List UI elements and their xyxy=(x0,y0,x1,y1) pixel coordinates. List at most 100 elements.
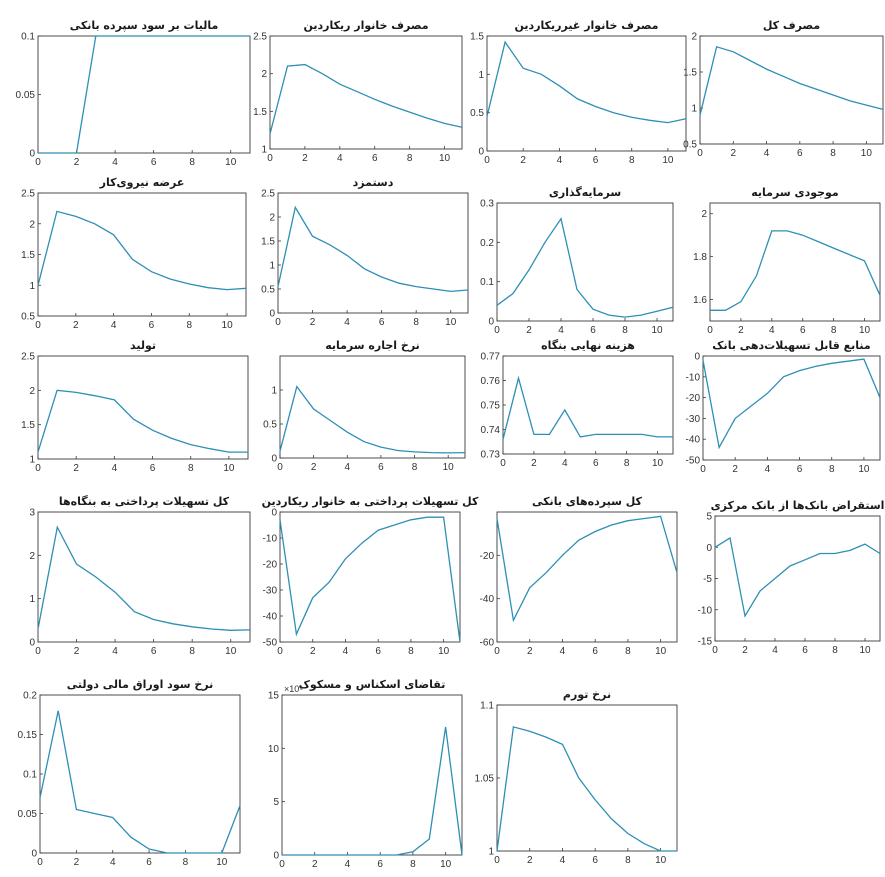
subplot-title: منابع قابل تسهیلات‌دهی بانک xyxy=(712,339,870,352)
y-tick-label: -10 xyxy=(263,534,278,545)
x-tick-label: 4 xyxy=(772,645,778,656)
x-tick-label: 4 xyxy=(337,153,343,164)
response-line xyxy=(37,389,248,453)
x-tick-label: 4 xyxy=(111,320,117,331)
y-tick-label: 1.5 xyxy=(470,32,484,43)
subplot-title: مصرف خانوار ریکاردین xyxy=(303,19,428,32)
y-tick-label: 0.2 xyxy=(480,238,494,249)
y-tick-label: 3 xyxy=(29,508,35,519)
plot-frame xyxy=(702,355,881,461)
subplot-title: نرخ تورم xyxy=(563,688,611,701)
x-tick-label: 2 xyxy=(310,317,316,328)
subplot-9: تولید 0 2 4 6 8 10 1 1.5 2 2.5 xyxy=(21,339,249,474)
plot-frame xyxy=(281,694,463,856)
y-tick-label: -20 xyxy=(686,393,701,404)
response-line xyxy=(269,63,463,135)
y-tick-label: 2.5 xyxy=(21,352,35,363)
x-tick-label: 0 xyxy=(494,646,500,657)
x-tick-label: 0 xyxy=(494,325,500,336)
y-tick-label: 15 xyxy=(268,691,280,702)
x-tick-label: 10 xyxy=(440,859,452,870)
y-tick-label: 0.3 xyxy=(480,199,494,210)
plot-frame xyxy=(269,35,463,150)
subplot-18: تقاضای اسکناس و مسکوک×10⁴ 0 2 4 6 8 10 0 5 10 15 xyxy=(268,678,463,870)
y-tick-label: 0.76 xyxy=(481,376,501,387)
subplot-8: موجودی سرمایه 0 2 4 6 8 10 1.6 1.8 2 xyxy=(693,186,881,336)
x-tick-label: 0 xyxy=(35,463,41,474)
x-tick-label: 6 xyxy=(797,464,803,475)
plot-frame xyxy=(37,35,251,154)
x-tick-label: 10 xyxy=(223,463,235,474)
y-tick-label: 1.5 xyxy=(21,420,35,431)
x-tick-label: 8 xyxy=(407,153,413,164)
y-tick-label: 1 xyxy=(261,145,267,156)
x-tick-label: 10 xyxy=(225,157,237,168)
y-tick-label: -40 xyxy=(263,612,278,623)
y-tick-label: 1 xyxy=(478,70,484,81)
x-tick-label: 2 xyxy=(526,325,532,336)
x-tick-label: 0 xyxy=(277,646,283,657)
response-line xyxy=(39,710,241,854)
x-tick-label: 2 xyxy=(74,157,80,168)
y-tick-label: 0.74 xyxy=(481,425,501,436)
subplot-title: تقاضای اسکناس و مسکوک xyxy=(299,678,446,691)
x-tick-label: 6 xyxy=(150,463,156,474)
x-tick-label: 10 xyxy=(438,646,450,657)
x-tick-label: 0 xyxy=(697,148,703,159)
y-tick-label: 1.8 xyxy=(693,252,707,263)
y-tick-label: 10 xyxy=(268,744,280,755)
subplot-17: نرخ سود اوراق مالی دولتی 0 2 4 6 8 10 0 0.05 0.1 0… xyxy=(18,678,241,868)
y-tick-label: 1 xyxy=(269,261,275,272)
subplot-title: کل تسهیلات پرداختی به خانوار ریکاردین xyxy=(262,495,479,508)
y-tick-label: 1.6 xyxy=(693,295,707,306)
plot-frame xyxy=(279,355,466,459)
x-tick-label: 0 xyxy=(267,153,273,164)
x-tick-label: 6 xyxy=(797,148,803,159)
plot-frame xyxy=(277,192,469,314)
y-tick-label: 0.5 xyxy=(261,285,275,296)
y-tick-label: 1.5 xyxy=(683,68,697,79)
subplot-11: هزینه نهایی بنگاه 0 2 4 6 8 10 0.73 0.74 0.75 0.76… xyxy=(481,339,674,469)
subplot-4: مصرف کل 0 2 4 6 8 10 0.5 1 1.5 2 xyxy=(683,19,884,159)
x-tick-label: 10 xyxy=(225,646,237,657)
x-tick-label: 0 xyxy=(712,645,718,656)
y-tick-label: -10 xyxy=(686,372,701,383)
x-tick-label: 4 xyxy=(557,155,563,166)
plot-frame xyxy=(502,355,674,455)
subplot-title: کل تسهیلات پرداختی به بنگاه‌ها xyxy=(59,495,230,508)
y-tick-label: 0 xyxy=(271,508,277,519)
plot-frame xyxy=(486,35,687,152)
x-tick-label: 0 xyxy=(277,462,283,473)
x-tick-label: 0 xyxy=(35,646,41,657)
subplot-title: مصرف خانوار غیرریکاردین xyxy=(515,19,659,32)
x-tick-label: 4 xyxy=(343,646,349,657)
y-tick-label: 2 xyxy=(701,209,707,220)
subplot-1: مالیات بر سود سپرده بانکی 0 2 4 6 8 10 0 0.05 0.1 xyxy=(16,19,251,168)
x-tick-label: 2 xyxy=(738,325,744,336)
y-tick-label: 0.5 xyxy=(263,420,277,431)
x-tick-label: 2 xyxy=(742,645,748,656)
x-tick-label: 8 xyxy=(832,645,838,656)
x-tick-label: 8 xyxy=(629,155,635,166)
y-tick-label: 1.5 xyxy=(261,237,275,248)
y-tick-label: -5 xyxy=(703,574,712,585)
y-tick-label: 2 xyxy=(29,551,35,562)
plot-frame xyxy=(37,511,251,643)
y-tick-label: 2 xyxy=(29,386,35,397)
y-tick-label: 0 xyxy=(478,147,484,158)
x-tick-label: 6 xyxy=(592,646,598,657)
subplot-19: نرخ تورم 0 2 4 6 8 10 1 1.05 1.1 xyxy=(475,688,678,866)
response-line xyxy=(502,375,673,440)
subplot-6: دستمزد 0 2 4 6 8 10 0 0.5 1 1.5 2 2.5 xyxy=(261,176,469,328)
y-tick-label: 0 xyxy=(269,309,275,320)
plot-frame xyxy=(709,202,881,322)
x-tick-label: 4 xyxy=(562,458,568,469)
y-tick-label: 0.73 xyxy=(481,450,501,461)
subplot-title: عرضه نیروی‌کار xyxy=(99,176,185,189)
x-tick-label: 6 xyxy=(377,859,383,870)
x-tick-label: 6 xyxy=(800,325,806,336)
y-tick-label: 2 xyxy=(29,219,35,230)
x-tick-label: 2 xyxy=(527,855,533,866)
subplot-12: منابع قابل تسهیلات‌دهی بانک 0 2 4 6 8 10 -50 -40… xyxy=(686,339,881,475)
